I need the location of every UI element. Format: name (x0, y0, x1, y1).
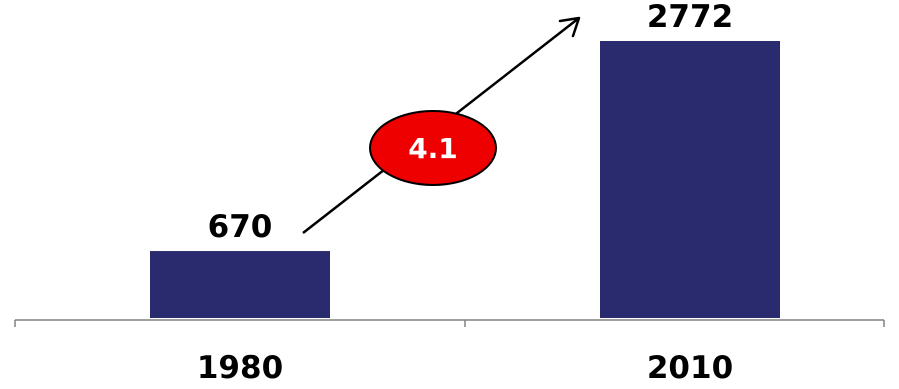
category-label-2010: 2010 (647, 350, 733, 386)
growth-factor-label: 4.1 (408, 132, 458, 165)
value-label-1980: 670 (208, 209, 273, 245)
growth-factor-badge (369, 110, 497, 186)
bar-1980 (150, 251, 330, 318)
bar-2010 (600, 41, 780, 318)
growth-annotation: 4.1 (302, 16, 581, 234)
value-label-2010: 2772 (647, 0, 733, 35)
bars-group (150, 41, 780, 318)
growth-arrowhead (558, 16, 581, 38)
x-axis (14, 319, 885, 327)
value-labels-group: 670 2772 (208, 0, 734, 245)
category-label-1980: 1980 (197, 350, 283, 386)
category-labels-group: 1980 2010 (197, 350, 733, 386)
